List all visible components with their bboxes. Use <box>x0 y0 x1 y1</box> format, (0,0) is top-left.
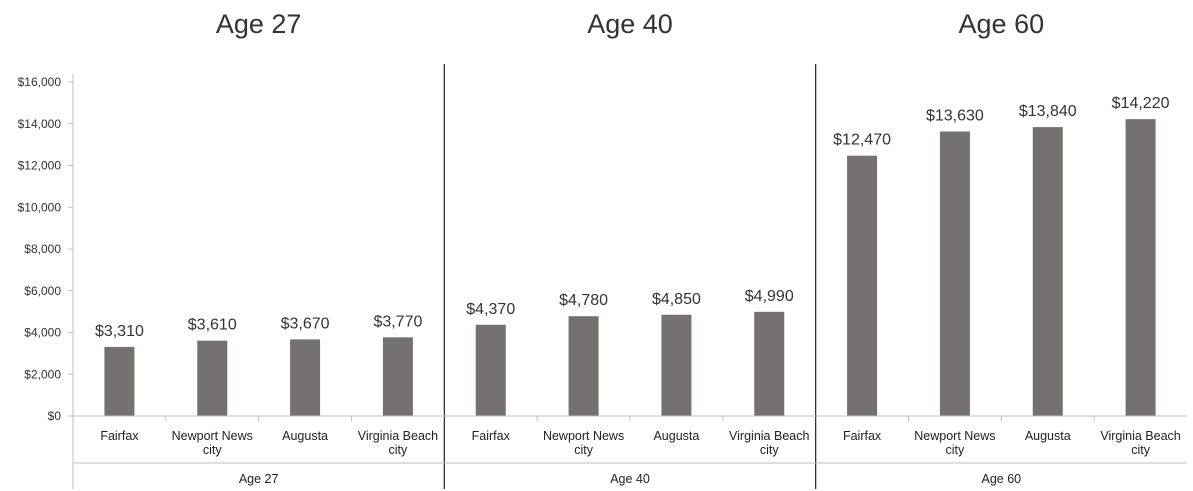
group-label-age-60: Age 60 <box>982 472 1022 486</box>
x-tick-label-newport-news-city: Newport News city <box>543 429 624 457</box>
bar-age-27-augusta <box>290 339 320 416</box>
x-tick-label-augusta: Augusta <box>653 429 699 443</box>
y-tick-label: $10,000 <box>18 200 62 214</box>
y-tick-label: $6,000 <box>24 284 61 298</box>
y-tick-label: $4,000 <box>24 326 61 340</box>
y-axis: $0 $2,000 $4,000 $6,000 $8,000 $10,000 $12,000… <box>18 74 73 489</box>
bar-age-40-fairfax <box>476 325 506 416</box>
panel-titles: Age 27 Age 40 Age 60 <box>216 9 1044 39</box>
panel-dividers <box>444 64 815 489</box>
panel-title-age-40: Age 40 <box>587 9 673 39</box>
y-tick-label: $2,000 <box>24 367 61 381</box>
panel-title-age-27: Age 27 <box>216 9 302 39</box>
data-label: $13,630 <box>926 107 984 124</box>
x-tick-label-newport-news-city: Newport News city <box>914 429 995 457</box>
data-label: $3,310 <box>95 323 144 340</box>
x-tick-label-fairfax: Fairfax <box>100 429 139 443</box>
bar-age-40-virginia-beach-city <box>754 312 784 416</box>
x-axis: Fairfax Newport News city Augusta Virginia B… <box>73 416 1187 486</box>
x-tick-label-virginia-beach-city: Virginia Beach city <box>1100 429 1180 457</box>
x-tick-label-augusta: Augusta <box>1025 429 1071 443</box>
data-label: $4,990 <box>745 288 794 305</box>
data-label: $14,220 <box>1112 95 1170 112</box>
x-tick-label-virginia-beach-city: Virginia Beach city <box>729 429 809 457</box>
group-label-age-27: Age 27 <box>239 472 279 486</box>
x-tick-label-augusta: Augusta <box>282 429 328 443</box>
data-label: $4,850 <box>652 291 701 308</box>
y-tick-label: $12,000 <box>18 159 62 173</box>
data-labels: $3,310 $3,610 $3,670 $3,770 $4,370 $4,780 $4,8… <box>95 95 1170 340</box>
data-label: $4,780 <box>559 292 608 309</box>
bar-age-27-fairfax <box>104 347 134 416</box>
group-label-age-40: Age 40 <box>610 472 650 486</box>
bars <box>104 119 1155 416</box>
data-label: $3,770 <box>373 313 422 330</box>
panel-title-age-60: Age 60 <box>959 9 1045 39</box>
bar-age-40-newport-news-city <box>569 316 599 416</box>
bar-age-60-augusta <box>1033 127 1063 416</box>
data-label: $4,370 <box>466 301 515 318</box>
y-tick-label: $16,000 <box>18 75 62 89</box>
x-tick-label-fairfax: Fairfax <box>843 429 882 443</box>
data-label: $3,670 <box>281 315 330 332</box>
bar-age-60-newport-news-city <box>940 131 970 416</box>
data-label: $12,470 <box>833 132 891 149</box>
bar-age-27-virginia-beach-city <box>383 337 413 416</box>
y-tick-label: $14,000 <box>18 117 62 131</box>
data-label: $3,610 <box>188 317 237 334</box>
bar-age-60-fairfax <box>847 156 877 416</box>
x-tick-label-fairfax: Fairfax <box>472 429 511 443</box>
y-tick-label: $8,000 <box>24 242 61 256</box>
bar-age-40-augusta <box>661 315 691 416</box>
bar-age-60-virginia-beach-city <box>1126 119 1156 416</box>
data-label: $13,840 <box>1019 103 1077 120</box>
x-tick-label-newport-news-city: Newport News city <box>172 429 253 457</box>
x-tick-label-virginia-beach-city: Virginia Beach city <box>358 429 438 457</box>
y-tick-label: $0 <box>48 409 62 423</box>
bar-age-27-newport-news-city <box>197 341 227 416</box>
